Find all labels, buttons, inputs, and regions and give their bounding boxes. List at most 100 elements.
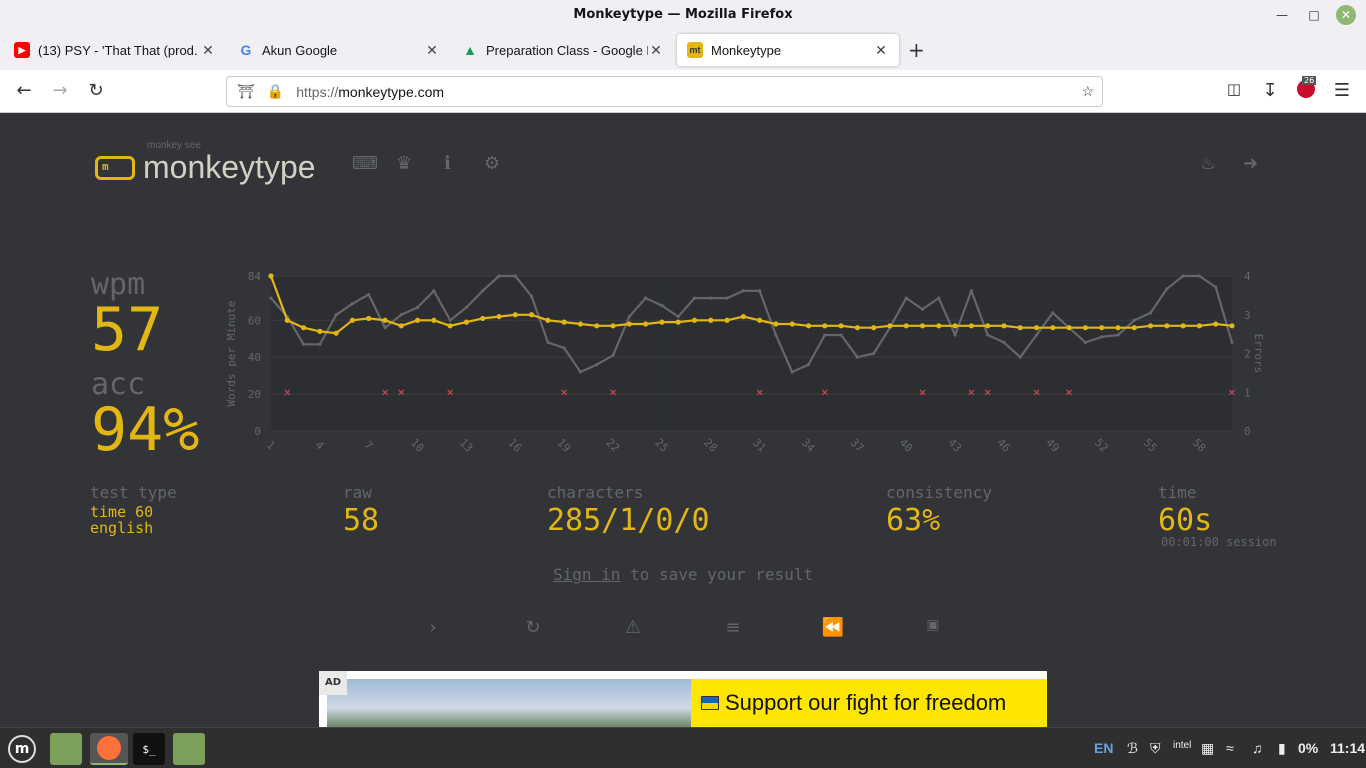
tab-google-account[interactable]: G Akun Google ✕ bbox=[228, 34, 450, 66]
series-point-raw bbox=[676, 314, 680, 319]
settings-gear-icon[interactable]: ⚙ bbox=[484, 153, 501, 174]
series-point-raw bbox=[806, 362, 811, 367]
sign-in-text: to save your result bbox=[620, 565, 814, 584]
login-icon[interactable]: ➜ bbox=[1243, 153, 1259, 174]
characters-label: characters bbox=[547, 483, 644, 502]
series-point-wpm bbox=[577, 321, 584, 327]
series-point-raw bbox=[709, 296, 713, 300]
series-point-raw bbox=[1034, 333, 1039, 337]
series-point-wpm bbox=[822, 323, 828, 329]
series-point-raw bbox=[660, 303, 664, 308]
clipboard-icon[interactable]: ▦ bbox=[1201, 740, 1215, 756]
forward-button[interactable]: → bbox=[52, 80, 68, 101]
x-tick-label: 43 bbox=[945, 436, 964, 455]
close-tab-icon[interactable]: ✕ bbox=[426, 41, 438, 58]
series-point-raw bbox=[855, 355, 859, 359]
series-point-wpm bbox=[871, 325, 877, 331]
close-tab-icon[interactable]: ✕ bbox=[202, 41, 214, 58]
test-type-mode: time 60 bbox=[90, 503, 154, 521]
x-tick-label: 25 bbox=[652, 436, 671, 455]
bluetooth-icon[interactable]: ℬ bbox=[1127, 740, 1139, 756]
sound-icon[interactable]: ♫ bbox=[1252, 740, 1263, 756]
reload-button[interactable]: ↻ bbox=[88, 80, 104, 101]
close-tab-icon[interactable]: ✕ bbox=[650, 41, 662, 58]
window-controls: — □ ✕ bbox=[1272, 5, 1356, 25]
session-time: 00:01:00 session bbox=[1161, 535, 1277, 549]
x-tick-label: 19 bbox=[555, 436, 574, 455]
keyboard-icon[interactable]: ⌨ bbox=[352, 153, 378, 174]
error-marker: × bbox=[446, 387, 454, 398]
pocket-icon[interactable]: ◫ bbox=[1226, 80, 1242, 98]
save-screenshot-button[interactable]: ▣ bbox=[926, 617, 940, 633]
x-tick-label: 58 bbox=[1190, 436, 1209, 455]
error-marker: × bbox=[967, 387, 975, 398]
series-point-raw bbox=[432, 289, 436, 293]
series-point-wpm bbox=[610, 323, 616, 329]
series-point-raw bbox=[969, 289, 973, 293]
tab-strip: ▶ (13) PSY - 'That That (prod. & ✕ G Aku… bbox=[0, 30, 1366, 70]
keyboard-language[interactable]: EN bbox=[1094, 740, 1114, 756]
tab-monkeytype[interactable]: mt Monkeytype ✕ bbox=[677, 34, 899, 66]
series-point-raw bbox=[1197, 274, 1202, 278]
replay-button[interactable]: ⏪ bbox=[821, 617, 845, 638]
google-drive-icon: ▲ bbox=[463, 42, 477, 58]
wifi-icon[interactable]: ≈ bbox=[1226, 740, 1234, 756]
clock[interactable]: 11:14 bbox=[1330, 740, 1366, 756]
series-point-wpm bbox=[691, 317, 698, 323]
firefox-icon[interactable] bbox=[90, 733, 128, 765]
series-point-wpm bbox=[675, 319, 681, 325]
intel-icon[interactable]: intel bbox=[1173, 740, 1192, 751]
series-point-wpm bbox=[545, 317, 551, 323]
abp-badge: 26 bbox=[1302, 76, 1317, 85]
tab-google-drive[interactable]: ▲ Preparation Class - Google D ✕ bbox=[452, 34, 674, 66]
error-marker: × bbox=[983, 387, 991, 398]
crown-icon[interactable]: ♛ bbox=[396, 153, 413, 174]
shield-icon[interactable]: ⛩ bbox=[237, 83, 255, 99]
series-point-wpm bbox=[1229, 323, 1235, 329]
update-shield-icon[interactable]: ⛨ bbox=[1150, 740, 1161, 756]
mint-menu-icon[interactable]: m bbox=[6, 733, 38, 765]
battery-icon[interactable]: ▮ bbox=[1278, 740, 1286, 756]
sign-in-link[interactable]: Sign in bbox=[553, 565, 621, 584]
report-warning-icon[interactable]: ⚠ bbox=[624, 617, 642, 638]
consistency-value: 63% bbox=[886, 503, 941, 538]
downloads-icon[interactable]: ↧ bbox=[1262, 80, 1278, 101]
bookmark-star-icon[interactable]: ☆ bbox=[1081, 83, 1094, 99]
minimize-icon[interactable]: — bbox=[1276, 8, 1288, 22]
error-marker: × bbox=[821, 387, 829, 398]
lock-icon[interactable]: 🔒 bbox=[266, 83, 285, 99]
new-tab-button[interactable]: + bbox=[908, 38, 925, 62]
word-history-button[interactable]: ≡ bbox=[725, 617, 741, 638]
consistency-label: consistency bbox=[886, 483, 992, 502]
terminal-icon[interactable]: $_ bbox=[133, 733, 165, 765]
notifications-bell-icon[interactable]: ♨ bbox=[1200, 153, 1217, 174]
info-icon[interactable]: ℹ bbox=[444, 153, 451, 174]
series-point-wpm bbox=[480, 315, 486, 322]
series-point-raw bbox=[790, 370, 794, 374]
maximize-icon[interactable]: □ bbox=[1308, 8, 1320, 22]
logo[interactable]: m monkeytype monkey see bbox=[95, 140, 316, 186]
url-bar[interactable]: ⛩ 🔒 https://monkeytype.com ☆ bbox=[226, 76, 1103, 107]
series-point-wpm bbox=[414, 317, 421, 323]
series-point-raw bbox=[399, 313, 403, 317]
next-test-button[interactable]: › bbox=[429, 617, 437, 638]
advertisement[interactable]: AD Support our fight for freedom bbox=[319, 671, 1047, 727]
series-point-wpm bbox=[626, 321, 632, 327]
tab-youtube[interactable]: ▶ (13) PSY - 'That That (prod. & ✕ bbox=[4, 34, 226, 66]
series-point-raw bbox=[627, 314, 631, 319]
y2-tick-label: 0 bbox=[1244, 425, 1251, 438]
show-desktop-icon[interactable] bbox=[50, 733, 82, 765]
adblock-plus-icon[interactable]: 26 bbox=[1294, 76, 1318, 103]
series-point-wpm bbox=[561, 319, 567, 325]
back-button[interactable]: ← bbox=[16, 80, 32, 101]
series-point-raw bbox=[1002, 340, 1006, 345]
raw-value: 58 bbox=[343, 503, 380, 538]
ad-banner[interactable]: Support our fight for freedom bbox=[691, 679, 1047, 727]
restart-test-button[interactable]: ↻ bbox=[525, 617, 541, 638]
acc-value: 94% bbox=[91, 395, 200, 465]
wpm-label: wpm bbox=[91, 267, 146, 302]
close-window-icon[interactable]: ✕ bbox=[1336, 5, 1356, 25]
menu-icon[interactable]: ☰ bbox=[1333, 80, 1351, 101]
close-tab-icon[interactable]: ✕ bbox=[875, 41, 887, 58]
files-icon[interactable] bbox=[173, 733, 205, 765]
